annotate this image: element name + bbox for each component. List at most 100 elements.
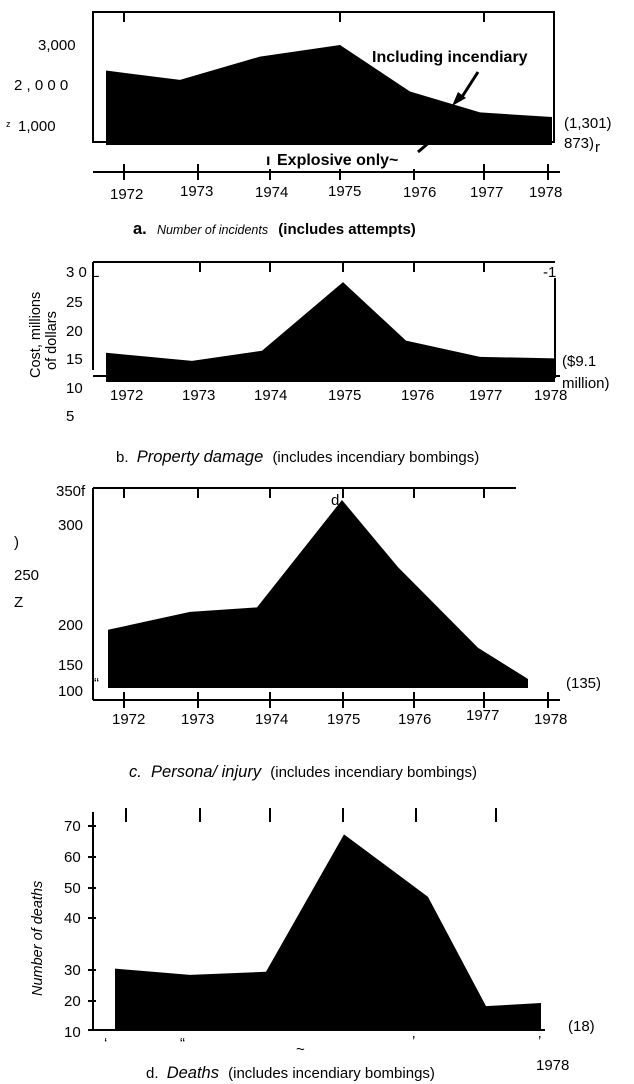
chart-a-explosive-pointer [417,138,433,154]
chart-c-x-tick: 1977 [466,707,499,724]
chart-a-x-tick: 1972 [110,186,143,203]
caption-c-text: c. Persona/ injury (includes incendiary … [129,763,477,781]
chart-a-explosive-bar: ı [266,152,270,169]
chart-c-y-tick: 300 [58,517,83,534]
chart-d-y-tick: 30 [64,962,81,979]
chart-d-area-deaths [115,834,541,1030]
chart-d-y-tick: 70 [64,818,81,835]
chart-c-y-tick: 100 [58,683,83,700]
caption-d-title: Deaths [167,1064,219,1082]
caption-c-letter: c. [129,763,142,781]
chart-a-area-including-incendiary [106,0,552,131]
chart-b-y-label-line2: of dollars [44,311,60,370]
chart-a-label-explosive-only: Explosive only~ [277,152,398,169]
chart-a-end-value-lower: 873) [564,135,594,152]
chart-a-y-tick-labels: 3,000 2 , 0 0 0 1,000 [14,37,76,135]
chart-a-x-tick-labels: 1972 1973 1974 1975 1976 1977 1978 [110,183,562,203]
chart-a-x-tick: 1975 [328,183,361,200]
chart-b: 3 0 L 25 20 15 10 5 Cost, millions of do… [28,261,610,425]
chart-a-x-tick: 1978 [529,184,562,201]
chart-b-x-tick-labels: 1972 1973 1974 1975 1976 1977 1978 [110,387,567,404]
chart-b-x-tick: 1977 [469,387,502,404]
chart-b-y-label-line1: Cost, millions [28,292,44,378]
chart-a-x-tick: 1973 [180,183,213,200]
chart-c-x-tick: 1975 [327,711,360,728]
chart-b-area-property-damage [106,282,555,382]
caption-a: a. Number of incidents (includes attempt… [133,220,416,238]
chart-c-x-tick: 1976 [398,711,431,728]
chart-d-x-tick: 1978 [536,1057,569,1074]
chart-b-x-tick: 1975 [328,387,361,404]
chart-d-x-tick: “ [180,1035,185,1052]
chart-a: 3,000 2 , 0 0 0 1,000 z 1972 1973 1974 1… [6,0,612,203]
chart-d-top-tickmarks [125,808,497,822]
chart-c-peak-mark: d [331,492,339,509]
chart-b-end-value-upper: ($9.1 [562,353,596,370]
chart-b-end-value-lower: million) [562,375,610,392]
chart-c-end-value: (135) [566,675,601,692]
chart-d-y-tick: 10 [64,1024,81,1041]
chart-a-area-explosive-only [106,0,552,145]
chart-b-x-tick: 1976 [401,387,434,404]
caption-b: b. Property damage (includes incendiary … [116,448,479,466]
chart-a-x-tick: 1974 [255,184,288,201]
chart-c-x-tick: 1978 [534,711,567,728]
chart-d-y-tickmarks [88,825,96,1031]
caption-b-title: Property damage [137,448,264,466]
caption-b-letter: b. [116,449,129,466]
chart-b-y-tick: 5 [66,408,74,425]
chart-c-y-tick: 200 [58,617,83,634]
caption-a-text: a. Number of incidents (includes attempt… [133,220,416,238]
chart-d-end-value: (18) [568,1018,595,1035]
caption-d: d. Deaths (includes incendiary bombings) [146,1064,435,1082]
chart-a-explosive-label-bg [265,147,415,169]
chart-a-x-tick: 1976 [403,184,436,201]
chart-c-x-tick: 1973 [181,711,214,728]
chart-d-x-tick: ‘ [104,1035,107,1052]
chart-d-y-tick-labels: 70 60 50 40 30 20 10 [64,818,81,1041]
chart-a-scan-mark: z [6,119,11,129]
chart-d-y-label: Number of deaths [30,881,46,996]
chart-b-x-tick: 1973 [182,387,215,404]
chart-b-y-tick-labels: 3 0 L 25 20 15 10 5 [66,264,99,425]
chart-c-scan-mark-3: Z [14,594,23,611]
chart-d-y-tick: 50 [64,880,81,897]
caption-c-title: Persona/ injury [151,763,263,781]
chart-a-y-tick: 2 , 0 0 0 [14,77,68,94]
chart-d-x-tick: ’ [412,1033,415,1050]
chart-b-x-tick: 1972 [110,387,143,404]
chart-d-x-tick: ’ [538,1033,541,1050]
chart-c-scan-mark-1: ) [14,534,19,551]
chart-a-y-tick: 1,000 [18,118,56,135]
chart-c-x-tick: 1972 [112,711,145,728]
chart-b-y-tick: 10 [66,380,83,397]
chart-c-y-tick-labels: 350f 300 250 200 150 100 [14,483,86,700]
caption-b-text: b. Property damage (includes incendiary … [116,448,479,466]
caption-d-text: d. Deaths (includes incendiary bombings) [146,1064,435,1082]
chart-a-label-including-incendiary: Including incendiary [372,49,528,66]
chart-b-y-tick: 20 [66,323,83,340]
chart-a-arrow-head [452,92,466,106]
caption-d-letter: d. [146,1065,159,1082]
caption-a-title: Number of incidents [157,223,268,237]
chart-b-y-tick: 25 [66,294,83,311]
chart-c: 350f 300 250 200 150 100 ) Z “ d 1972 19… [14,483,601,728]
chart-c-y-tick: 250 [14,567,39,584]
chart-b-corner-mark: -1 [543,264,556,281]
chart-a-x-tick: 1977 [470,184,503,201]
caption-a-note: (includes attempts) [278,221,416,238]
chart-c-scan-quote: “ [94,675,99,692]
chart-d: 70 60 50 40 30 20 10 Number of deaths ‘ … [30,808,595,1074]
chart-d-x-tick: ~ [296,1041,305,1058]
caption-a-letter: a. [133,220,147,238]
chart-d-x-tick-labels: ‘ “ ~ ’ ’ 1978 [104,1033,569,1074]
chart-c-x-tick-labels: 1972 1973 1974 1975 1976 1977 1978 [112,707,567,728]
chart-b-x-tick: 1974 [254,387,287,404]
chart-d-y-tick: 20 [64,993,81,1010]
chart-a-end-mark: r [595,139,600,156]
chart-c-x-tickmarks [123,488,549,708]
chart-b-y-tick: 15 [66,351,83,368]
chart-b-x-tick: 1978 [534,387,567,404]
chart-b-y-tick: 3 0 L [66,264,99,281]
